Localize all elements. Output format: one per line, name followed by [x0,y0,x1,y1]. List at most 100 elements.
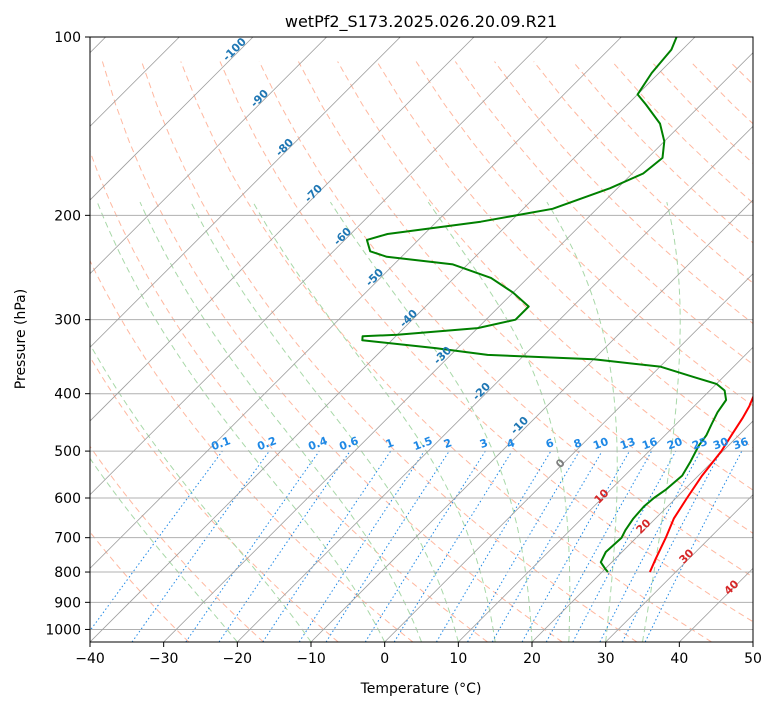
mixing-ratio-label: 1.5 [411,434,434,453]
x-tick-label: 40 [670,651,688,667]
isotherm-line [310,199,753,642]
y-tick-label: 600 [54,491,81,507]
dewpoint-profile [361,37,728,573]
dry-adiabat [297,61,753,534]
mixing-ratio-line [262,450,392,642]
mixing-ratio-label: 20 [665,435,684,453]
isotherm-label: -90 [248,87,271,110]
isotherm-line [458,346,753,642]
mixing-ratio-label: 0.4 [306,434,329,453]
dry-adiabat [729,61,753,86]
dry-adiabat [90,356,339,642]
mixing-ratio-label: 8 [572,436,584,451]
dry-adiabat [90,150,488,642]
mixing-ratio-label: 13 [618,435,637,452]
profile-series [361,37,753,573]
warm-isotherm-label: 20 [634,516,654,536]
plot-frame [89,36,754,643]
y-axis: 100 200 300 400 500 600 700 800 900 1000 [45,30,90,638]
dry-adiabat [90,259,414,642]
mixing-ratio-label: 25 [690,435,709,452]
mixing-ratio-line [467,450,580,642]
x-tick-label: −40 [75,651,105,667]
dry-adiabat [769,62,775,643]
warm-isotherm-label: 40 [722,577,742,597]
isotherm-line [90,37,401,348]
isotherm-label: -60 [331,225,354,248]
x-tick-label: 30 [597,651,615,667]
y-tick-label: 800 [54,565,81,581]
mixing-ratio-line [599,450,701,642]
dry-adiabat [690,61,753,125]
y-tick-label: 100 [54,30,81,46]
mixing-ratio-label: 10 [591,435,610,453]
mixing-ratio-label: 2 [442,436,454,451]
mixing-ratio-line [218,450,351,642]
isotherm-label: -80 [273,136,296,159]
y-axis-label: Pressure (hPa) [13,289,29,389]
mixing-ratio-label: 3 [478,436,490,451]
mixing-ratio-line [435,450,552,642]
mixing-ratio-label: 6 [544,436,556,451]
mixing-ratio-label: 30 [711,435,730,453]
moist-adiabat [642,201,681,642]
pressure-gridlines [90,37,753,630]
dry-adiabat [337,61,753,491]
x-axis-label: Temperature (°C) [360,681,482,697]
mixing-ratio-label: 36 [731,435,750,453]
dry-adiabat [494,61,753,325]
mixing-ratio-line [393,450,513,642]
warm-isotherm-label: 30 [677,546,697,566]
y-tick-label: 900 [54,595,81,611]
dry-adiabat [258,61,753,578]
y-tick-label: 700 [54,531,81,547]
isotherm-label: -100 [220,35,249,64]
y-tick-label: 400 [54,387,81,403]
temperature-profile [648,394,753,573]
mixing-ratio-label: 0.6 [337,434,360,453]
isotherm-line [90,37,254,201]
moist-adiabat [139,201,422,642]
mixing-ratio-label: 1 [384,436,396,451]
moist-adiabat [190,201,459,642]
x-tick-label: 50 [744,651,762,667]
mixing-ratio-line [364,450,486,642]
mixing-ratio-line [298,450,425,642]
mixing-ratio-label: 0.2 [255,434,278,453]
mixing-ratio-line [572,450,677,642]
moist-adiabat [546,201,618,642]
isotherm-line [90,37,696,642]
isotherm-line [384,273,753,642]
mixing-ratio-line [325,450,450,642]
y-tick-label: 500 [54,444,81,460]
isotherm-line [531,420,753,642]
diagram-labels: -100-90-80-70-60-50-40-30-20-100.1 0.2 0.4… [209,35,750,598]
isotherm-lines [90,37,753,642]
moist-adiabat [252,201,496,642]
isotherm-line [679,567,753,642]
dry-adiabat [650,61,753,164]
mixing-ratio-line [185,450,320,642]
background-lines [90,61,775,643]
dry-adiabat [141,61,638,642]
mixing-ratio-line [644,450,743,642]
y-tick-label: 1000 [45,622,81,638]
moist-adiabat [90,343,312,642]
y-tick-label: 300 [54,313,81,329]
mixing-ratio-line [521,450,630,642]
isotherm-label: -40 [397,307,420,330]
x-axis: −40 −30 −20 −10 0 10 20 30 40 50 [75,642,762,667]
mixing-ratio-line [90,450,223,632]
dry-adiabat [572,61,753,244]
isotherm-line [90,37,548,496]
mixing-ratio-line [131,450,270,642]
mixing-ratio-line [545,450,653,642]
isotherm-line [237,125,753,642]
isotherm-label: -10 [508,414,531,437]
x-tick-label: −10 [296,651,326,667]
isotherm-label: -70 [302,182,325,205]
isotherm-line [163,52,753,642]
dry-adiabat [101,61,563,642]
dry-adiabat [219,61,753,623]
